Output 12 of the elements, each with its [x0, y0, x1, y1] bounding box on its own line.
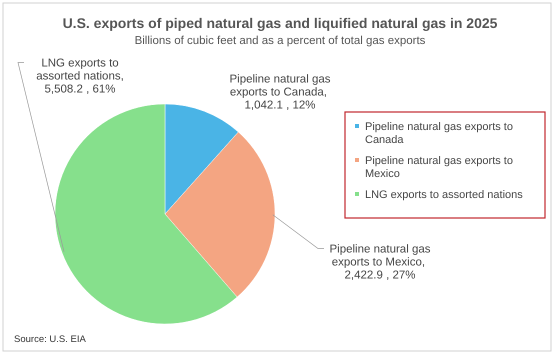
category-label: Pipeline natural gas exports to Canada, [229, 74, 331, 98]
chart-title: U.S. exports of piped natural gas and liquified natural gas in 2025 [62, 15, 498, 31]
text: 1,042.1 , 12% [244, 100, 316, 112]
legend-label: LNG exports to assorted nations [365, 189, 524, 201]
category-label: LNG exports to assorted nations, [36, 58, 124, 82]
text: 2,422.9 , 27% [344, 270, 416, 282]
text: 5,508.2 , 61% [44, 84, 116, 96]
legend-label: Pipeline natural gas exports to Canada [365, 121, 513, 146]
category-label: Pipeline natural gas exports to Mexico, [329, 244, 431, 268]
chart-subtitle: Billions of cubic feet and as a percent of total gas exports [134, 35, 426, 47]
legend-label: Pipeline natural gas exports to Mexico [365, 155, 513, 180]
source-note: Source: U.S. EIA [14, 334, 86, 345]
